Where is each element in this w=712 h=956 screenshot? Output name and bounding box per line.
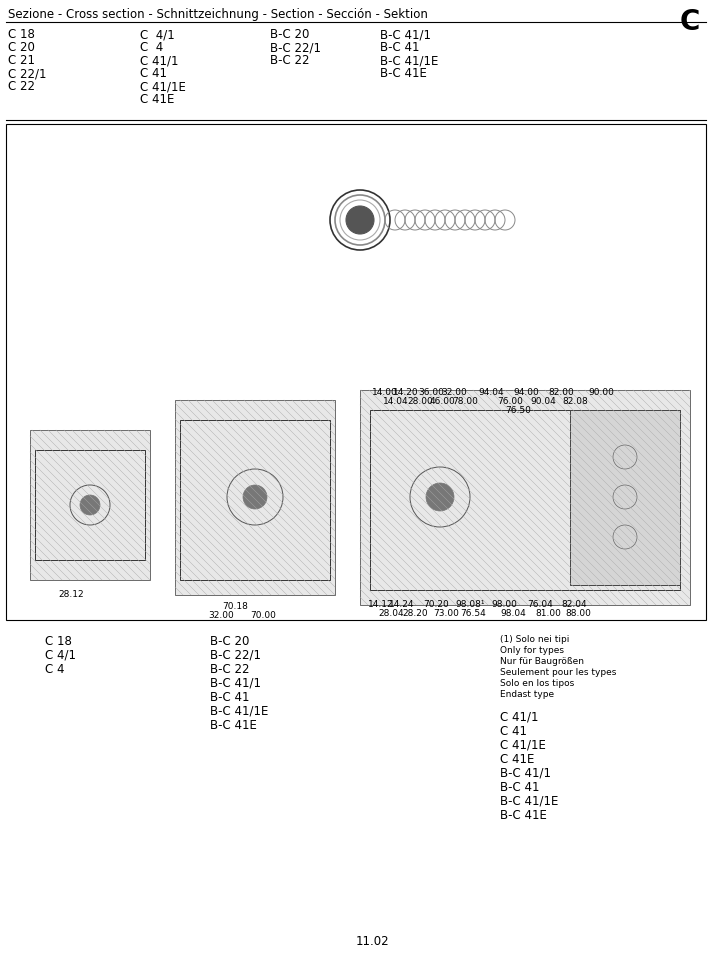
Text: B-C 41E: B-C 41E [500,809,547,822]
Text: Sezione - Cross section - Schnittzeichnung - Section - Sección - Sektion: Sezione - Cross section - Schnittzeichnu… [8,8,428,21]
Text: Endast type: Endast type [500,690,554,699]
Text: 70.00: 70.00 [250,611,276,620]
Bar [570,410,680,585]
Text: C 22: C 22 [8,80,35,93]
Text: B-C 41: B-C 41 [380,41,419,54]
Text: 76.50: 76.50 [505,406,531,415]
Bar [6,124,706,620]
Bar [30,430,150,580]
Text: C 21: C 21 [8,54,35,67]
Text: 14.12: 14.12 [368,600,394,609]
Circle shape [243,485,267,509]
Text: C 22/1: C 22/1 [8,67,46,80]
Text: B-C 41/1E: B-C 41/1E [500,795,558,808]
Text: B-C 41/1E: B-C 41/1E [210,705,268,718]
Text: 76.00: 76.00 [497,397,523,406]
Text: B-C 41/1: B-C 41/1 [380,28,431,41]
Text: 90.04: 90.04 [530,397,556,406]
Text: C 41E: C 41E [500,753,535,766]
Text: C: C [680,8,700,36]
Text: 73.00: 73.00 [433,609,459,618]
Text: B-C 22: B-C 22 [210,663,249,676]
Text: 14.20: 14.20 [393,388,419,397]
Text: B-C 41/1: B-C 41/1 [500,767,551,780]
Text: 81.00: 81.00 [535,609,561,618]
Circle shape [346,206,374,234]
Text: B-C 41: B-C 41 [500,781,540,794]
Text: (1) Solo nei tipi: (1) Solo nei tipi [500,635,570,644]
Bar [35,450,145,560]
Text: C  4: C 4 [140,41,163,54]
Text: 70.18: 70.18 [222,602,248,611]
Circle shape [80,495,100,515]
Text: 28.12: 28.12 [58,590,83,599]
Text: B-C 22/1: B-C 22/1 [210,649,261,662]
Text: 88.00: 88.00 [565,609,591,618]
Text: 98.04: 98.04 [500,609,525,618]
Text: B-C 41: B-C 41 [210,691,249,704]
Text: B-C 41E: B-C 41E [210,719,257,732]
Text: 28.20: 28.20 [402,609,428,618]
Text: 76.54: 76.54 [460,609,486,618]
Text: 82.00: 82.00 [548,388,574,397]
Text: 70.20: 70.20 [423,600,449,609]
Text: 82.08: 82.08 [562,397,587,406]
Text: 76.04: 76.04 [527,600,553,609]
Text: C 4: C 4 [45,663,65,676]
Text: 14.24: 14.24 [389,600,414,609]
Text: C 4/1: C 4/1 [45,649,76,662]
Text: 78.00: 78.00 [452,397,478,406]
Text: Nur für Baugrößen: Nur für Baugrößen [500,657,584,666]
Text: C 41/1E: C 41/1E [140,80,186,93]
Text: 46.00: 46.00 [430,397,456,406]
Text: C 41/1: C 41/1 [140,54,179,67]
Text: C 41: C 41 [500,725,527,738]
Text: B-C 41E: B-C 41E [380,67,427,80]
Text: C 41: C 41 [140,67,167,80]
Bar [370,410,680,590]
Text: 98.00: 98.00 [491,600,517,609]
Text: 36.00: 36.00 [418,388,444,397]
Text: Only for types: Only for types [500,646,564,655]
Text: Solo en los tipos: Solo en los tipos [500,679,575,688]
Text: C 18: C 18 [8,28,35,41]
Text: 82.04: 82.04 [561,600,587,609]
Text: C 41/1: C 41/1 [500,711,538,724]
Text: 94.00: 94.00 [513,388,539,397]
Text: 94.04: 94.04 [478,388,503,397]
Text: 28.04: 28.04 [378,609,404,618]
Text: C 20: C 20 [8,41,35,54]
Text: B-C 20: B-C 20 [210,635,249,648]
Bar [360,390,690,605]
Text: B-C 41/1: B-C 41/1 [210,677,261,690]
Text: 14.04: 14.04 [383,397,409,406]
Text: C 18: C 18 [45,635,72,648]
Text: 14.00: 14.00 [372,388,398,397]
Text: 32.00: 32.00 [208,611,234,620]
Text: B-C 20: B-C 20 [270,28,310,41]
Text: C 41/1E: C 41/1E [500,739,546,752]
Text: Seulement pour les types: Seulement pour les types [500,668,617,677]
Text: C  4/1: C 4/1 [140,28,174,41]
Text: 90.00: 90.00 [588,388,614,397]
Text: B-C 22: B-C 22 [270,54,310,67]
Text: 32.00: 32.00 [441,388,467,397]
Bar [175,400,335,595]
Text: B-C 22/1: B-C 22/1 [270,41,321,54]
Text: 28.00: 28.00 [407,397,433,406]
Text: B-C 41/1E: B-C 41/1E [380,54,439,67]
Text: 11.02: 11.02 [356,935,389,948]
Text: C 41E: C 41E [140,93,174,106]
Text: 98.08¹: 98.08¹ [455,600,484,609]
Bar [180,420,330,580]
Circle shape [426,483,454,511]
